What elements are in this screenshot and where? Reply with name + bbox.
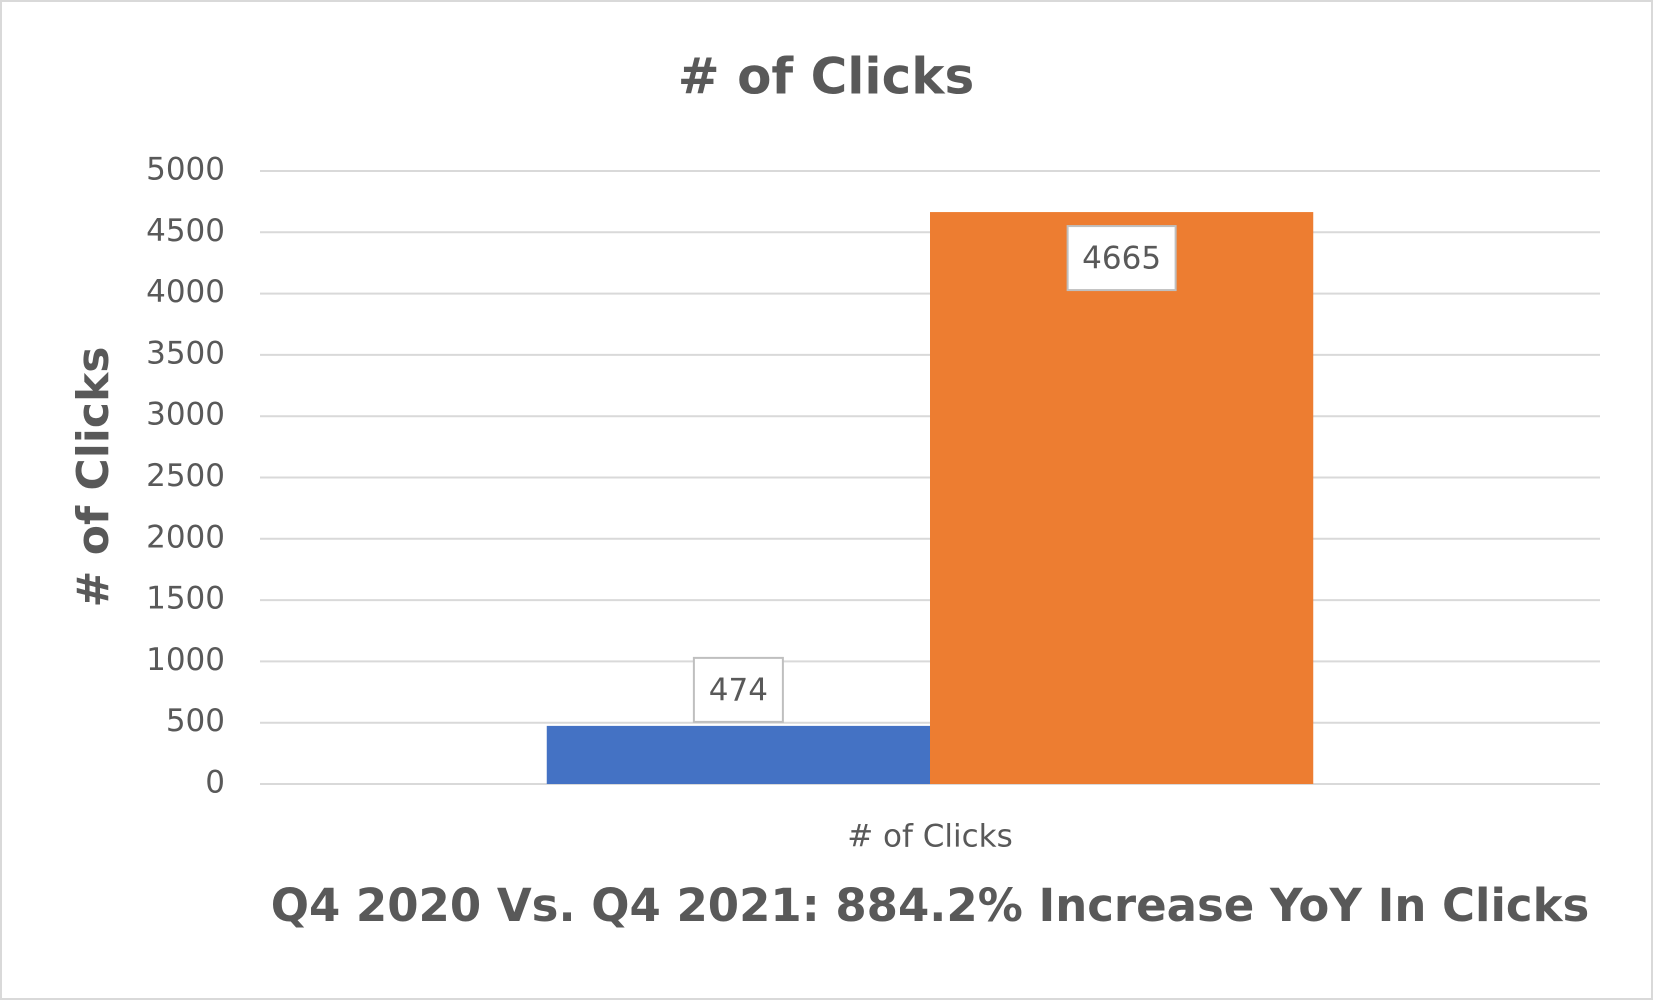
data-label-box xyxy=(1066,225,1177,292)
bar xyxy=(930,212,1314,785)
y-tick-label: 3000 xyxy=(146,397,225,433)
y-tick-label: 0 xyxy=(205,765,225,801)
data-label: 474 xyxy=(709,672,768,708)
data-label: 4665 xyxy=(1082,241,1161,277)
x-axis-title: Q4 2020 Vs. Q4 2021: 884.2% Increase YoY… xyxy=(271,879,1590,932)
y-tick-label: 500 xyxy=(166,703,225,739)
data-label-box xyxy=(692,656,784,723)
y-tick-label: 2500 xyxy=(146,458,225,494)
y-tick-label: 1500 xyxy=(146,581,225,617)
y-tick-label: 4500 xyxy=(146,213,225,249)
y-tick-label: 2000 xyxy=(146,519,225,555)
y-axis-title: # of Clicks xyxy=(68,347,119,608)
x-tick-label: # of Clicks xyxy=(847,819,1013,855)
bar xyxy=(546,725,930,784)
y-tick-label: 1000 xyxy=(146,642,225,678)
y-tick-label: 3500 xyxy=(146,335,225,371)
y-tick-label: 5000 xyxy=(146,152,225,188)
chart-title: # of Clicks xyxy=(678,48,974,106)
y-tick-label: 4000 xyxy=(146,274,225,310)
